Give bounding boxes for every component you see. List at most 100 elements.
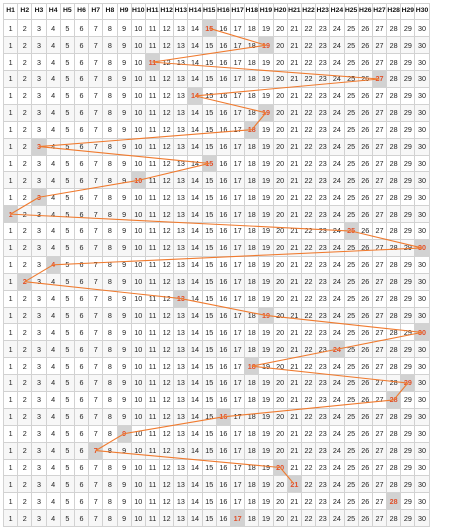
table-cell: 20: [272, 154, 288, 173]
table-cell: 3: [31, 103, 47, 122]
table-cell: 11: [144, 154, 161, 173]
table-cell: 23: [315, 407, 331, 426]
table-cell: 5: [59, 390, 75, 409]
table-cell: 15: [201, 255, 217, 274]
table-cell: 26: [357, 306, 373, 325]
table-cell: 3: [31, 154, 47, 173]
table-cell: 29: [400, 357, 416, 376]
table-cell: 16: [215, 86, 232, 105]
table-cell: 1: [2, 340, 19, 359]
table-cell: 17: [229, 492, 246, 511]
table-cell: 27: [371, 120, 388, 139]
table-cell: 13: [173, 137, 189, 156]
table-cell: 29: [400, 188, 416, 207]
table-cell: 26: [357, 323, 373, 342]
table-cell: 5: [59, 340, 75, 359]
table-cell: 27: [371, 53, 388, 72]
table-cell: 25: [343, 36, 359, 55]
column-header: H21: [286, 2, 302, 21]
table-cell: 14: [187, 492, 203, 511]
table-cell: 2: [17, 238, 33, 257]
table-cell: 4: [45, 188, 61, 207]
table-cell: 26: [357, 19, 373, 38]
table-cell: 13: [173, 255, 189, 274]
table-cell: 1: [2, 154, 19, 173]
table-cell: 7: [88, 340, 104, 359]
table-cell: 20: [272, 86, 288, 105]
table-cell: 18: [244, 53, 260, 72]
table-cell: 15: [201, 289, 217, 308]
table-cell: 8: [102, 171, 118, 190]
table-cell: 11: [144, 238, 161, 257]
table-cell: 16: [215, 340, 232, 359]
table-cell: 24: [329, 306, 345, 325]
table-cell: 16: [215, 188, 232, 207]
table-cell: 30: [414, 103, 430, 122]
table-cell: 26: [357, 492, 373, 511]
table-cell: 22: [300, 357, 317, 376]
table-cell: 29: [400, 306, 416, 325]
table-cell: 6: [73, 475, 90, 494]
table-cell: 8: [102, 70, 118, 88]
table-cell: 28: [386, 323, 402, 342]
table-cell: 22: [300, 86, 317, 105]
table-cell: 8: [102, 222, 118, 240]
table-cell: 10: [130, 255, 146, 274]
table-cell: 29: [400, 424, 416, 443]
table-cell: 1: [2, 171, 19, 190]
table-cell: 24: [329, 374, 345, 392]
table-cell: 17: [229, 340, 246, 359]
table-cell: 22: [300, 36, 317, 55]
table-cell: 22: [300, 390, 317, 409]
table-cell: 17: [229, 323, 246, 342]
table-cell: 1: [2, 120, 19, 139]
table-cell: 3: [31, 340, 47, 359]
table-cell: 13: [173, 70, 189, 88]
table-cell: 4: [45, 475, 61, 494]
table-cell: 15: [201, 374, 217, 392]
table-cell: 10: [130, 154, 146, 173]
table-cell: 15: [201, 390, 217, 409]
table-cell: 20: [272, 374, 288, 392]
table-cell: 23: [315, 137, 331, 156]
table-cell: 25: [343, 154, 359, 173]
table-row: 1 2 3 4 5 6 7 8 9 10 11 12 13 14 15 16 17 18 19 20 21 22 23 24 2…: [2, 272, 430, 291]
table-cell: 26: [357, 36, 373, 55]
table-cell: 10: [130, 19, 146, 38]
table-cell: 4: [45, 53, 61, 72]
table-cell: 12: [159, 205, 175, 224]
table-cell: 9: [116, 475, 132, 494]
table-cell: 14: [187, 323, 203, 342]
table-cell: 30: [414, 306, 430, 325]
column-header: H3: [31, 2, 47, 21]
table-cell: 19: [258, 289, 274, 308]
table-cell: 2: [17, 222, 33, 240]
table-cell: 12: [159, 390, 175, 409]
table-cell: 21: [286, 289, 302, 308]
table-cell: 28: [386, 86, 402, 105]
table-cell: 22: [300, 171, 317, 190]
table-cell: 16: [215, 390, 232, 409]
table-cell: 14: [187, 509, 203, 527]
table-cell: 3: [31, 36, 47, 55]
table-cell: 24: [329, 424, 345, 443]
table-cell: 21: [286, 171, 302, 190]
table-cell: 4: [45, 441, 61, 460]
table-cell: 19: [258, 222, 274, 240]
table-cell: 10: [130, 289, 146, 308]
table-cell: 29: [400, 120, 416, 139]
table-cell: 25: [343, 340, 359, 359]
table-row: 1 2 3 4 5 6 7 8 9 10 11 12 13 14 15 16 17 18 19 20 21 22 23 24 2…: [2, 390, 430, 409]
table-cell: 20: [272, 188, 288, 207]
table-cell: 11: [144, 137, 161, 156]
table-cell: 8: [102, 289, 118, 308]
table-cell: 6: [73, 137, 90, 156]
table-cell: 19: [258, 154, 274, 173]
table-cell: 10: [130, 509, 146, 527]
table-cell: 14: [187, 171, 203, 190]
table-cell: 25: [343, 441, 359, 460]
table-cell: 24: [329, 289, 345, 308]
table-cell: 24: [329, 492, 345, 511]
table-cell: 8: [102, 458, 118, 477]
table-cell: 23: [315, 120, 331, 139]
